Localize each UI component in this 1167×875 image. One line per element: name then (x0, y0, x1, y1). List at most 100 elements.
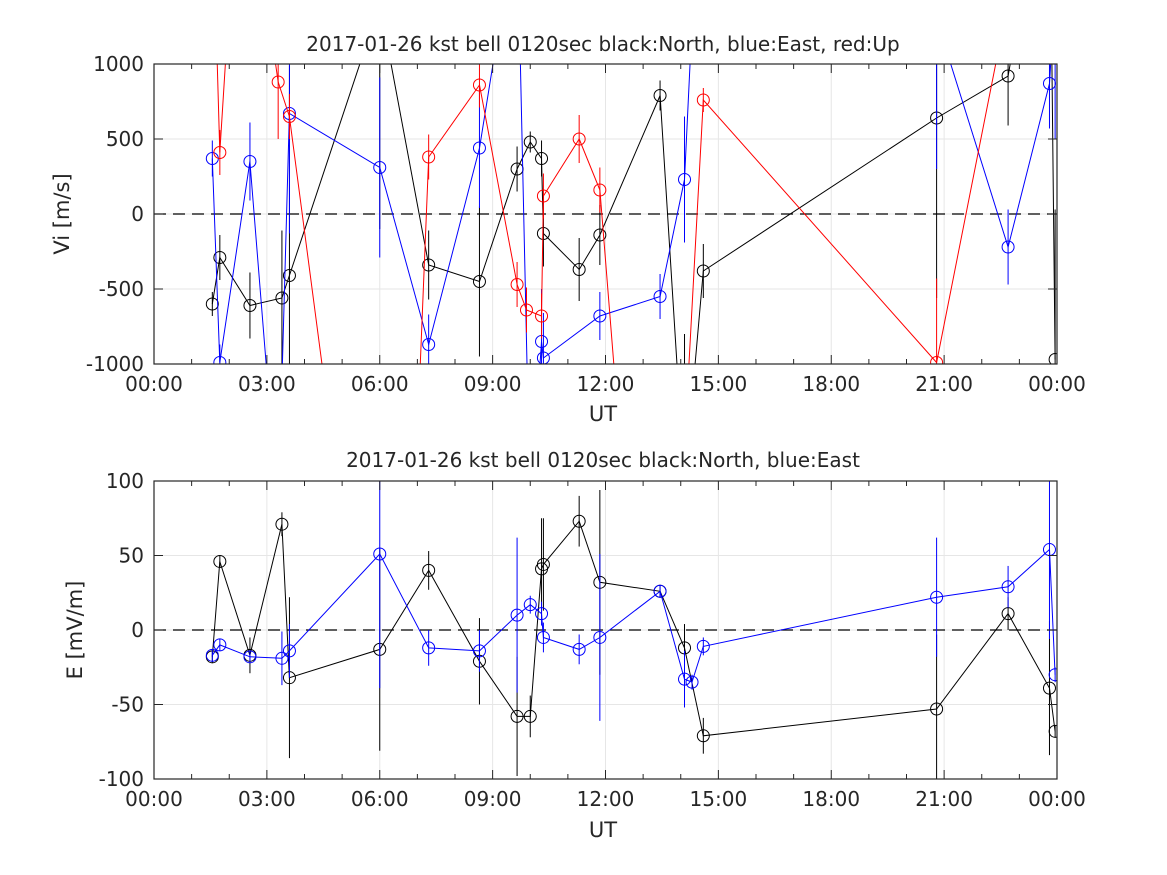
x-tick-label: 09:00 (464, 372, 522, 396)
data-point (271, 75, 285, 89)
data-point (205, 297, 219, 311)
data-point (523, 709, 537, 723)
data-point (373, 161, 387, 174)
y-tick-label: -500 (99, 277, 144, 301)
chart-title: 2017-01-26 kst bell 0120sec black:North,… (346, 448, 860, 472)
x-tick-label: 18:00 (802, 372, 860, 396)
data-point (572, 642, 586, 656)
data-point (572, 514, 586, 528)
data-point (510, 608, 524, 622)
chart-title: 2017-01-26 kst bell 0120sec black:North,… (306, 32, 899, 56)
data-point (696, 729, 710, 743)
x-tick-label: 12:00 (577, 787, 635, 811)
data-point (930, 590, 944, 604)
data-point (213, 146, 227, 159)
data-point (626, 583, 638, 595)
data-point (678, 672, 692, 686)
x-tick-label: 15:00 (690, 372, 748, 396)
data-point (653, 290, 667, 303)
series-north (205, 0, 1057, 364)
x-tick-label: 18:00 (802, 787, 860, 811)
data-point (536, 557, 550, 571)
data-point (282, 110, 296, 123)
data-point (422, 563, 436, 577)
data-point (472, 275, 486, 288)
data-point (1048, 724, 1057, 738)
data-point (422, 641, 436, 655)
data-point (373, 547, 387, 561)
x-tick-label: 03:00 (238, 787, 296, 811)
x-tick-label: 21:00 (915, 787, 973, 811)
data-point (653, 89, 667, 102)
data-point (572, 132, 586, 146)
data-point (282, 644, 296, 658)
plot-area (205, 481, 1057, 779)
x-tick-label: 06:00 (351, 787, 409, 811)
x-tick-label: 06:00 (351, 372, 409, 396)
data-point (472, 644, 486, 658)
data-point (213, 638, 227, 652)
x-axis-label: UT (589, 818, 617, 842)
y-tick-label: 50 (119, 544, 144, 568)
data-point (243, 155, 257, 168)
x-tick-label: 00:00 (1028, 372, 1086, 396)
series-east (205, 481, 1057, 721)
data-point (422, 150, 436, 164)
data-point (685, 675, 699, 689)
series-line (216, 64, 997, 364)
series-line (211, 520, 1056, 737)
data-point (374, 0, 386, 10)
data-point (243, 650, 257, 664)
series-line (211, 548, 1056, 683)
y-tick-label: 0 (131, 618, 144, 642)
data-point (931, 13, 943, 25)
data-point (536, 351, 550, 364)
data-point (275, 651, 289, 665)
data-point (678, 173, 692, 186)
data-point (213, 554, 227, 568)
data-point (422, 338, 436, 351)
series-line (211, 64, 1056, 364)
y-tick-label: 1000 (93, 52, 144, 76)
data-point (536, 189, 550, 203)
velocity-chart: 2017-01-26 kst bell 0120sec black:North,… (50, 0, 1086, 595)
data-point (1001, 69, 1015, 83)
data-point (1001, 240, 1015, 254)
data-point (282, 269, 296, 282)
data-point (653, 584, 667, 598)
data-point (572, 263, 586, 276)
data-point (535, 152, 549, 165)
ticks (153, 480, 1058, 780)
data-point (536, 227, 550, 240)
plot-area (205, 0, 1057, 595)
y-tick-label: 100 (106, 469, 144, 493)
y-tick-label: 500 (106, 127, 144, 151)
data-point (205, 648, 219, 662)
x-tick-label: 00:00 (1028, 787, 1086, 811)
data-point (523, 598, 537, 612)
data-point (1048, 353, 1057, 364)
data-point (213, 251, 227, 264)
x-tick-label: 09:00 (464, 787, 522, 811)
data-point (344, 568, 356, 580)
electric-field-chart: 2017-01-26 kst bell 0120sec black:North,… (63, 448, 1086, 842)
x-tick-label: 15:00 (690, 787, 748, 811)
data-point (696, 639, 710, 653)
data-point (1001, 580, 1015, 594)
data-point (275, 291, 289, 305)
data-point (472, 141, 486, 155)
y-tick-label: -50 (111, 693, 144, 717)
ticks (153, 63, 1058, 365)
data-point (510, 278, 524, 291)
x-axis-label: UT (589, 402, 617, 426)
y-axis-label: Vi [m/s] (50, 173, 74, 254)
data-point (593, 309, 607, 323)
data-point (1042, 77, 1056, 90)
data-point (524, 508, 536, 520)
data-point (593, 183, 607, 197)
data-point (422, 258, 436, 272)
data-point (930, 702, 944, 716)
x-tick-label: 03:00 (238, 372, 296, 396)
data-point (1048, 668, 1057, 682)
data-point (213, 356, 227, 364)
